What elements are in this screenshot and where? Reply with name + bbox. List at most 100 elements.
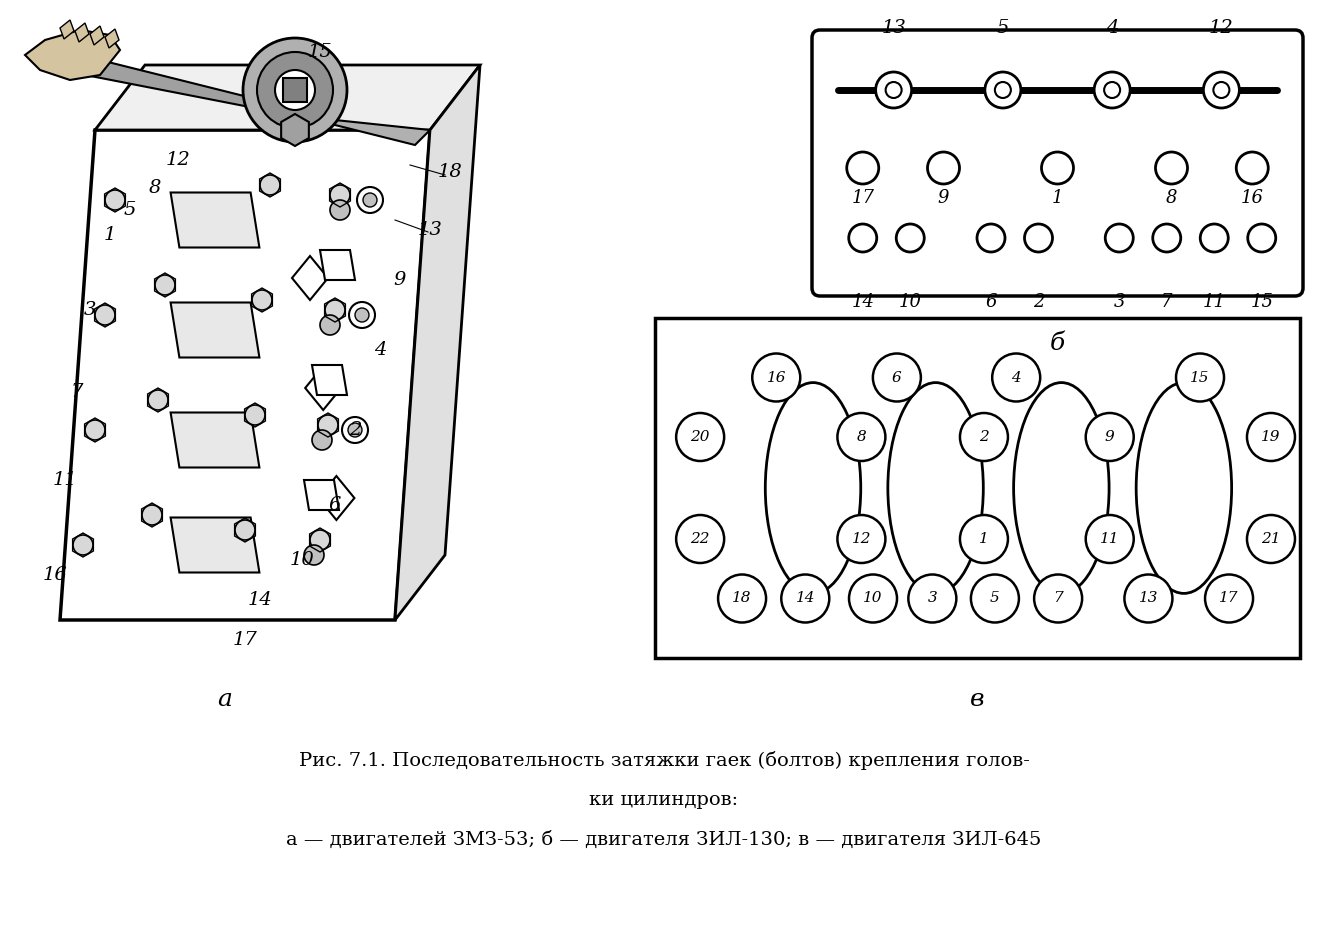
Text: а: а (218, 688, 233, 712)
Circle shape (142, 505, 162, 525)
Circle shape (837, 515, 885, 563)
Text: 8: 8 (149, 179, 161, 197)
Polygon shape (312, 365, 347, 395)
Text: 5: 5 (990, 591, 999, 605)
Text: 8: 8 (856, 430, 867, 444)
Text: 1: 1 (104, 226, 116, 244)
Text: 15: 15 (1251, 293, 1273, 311)
Circle shape (1203, 72, 1240, 108)
Circle shape (235, 520, 255, 540)
Text: 2: 2 (1033, 293, 1045, 311)
Ellipse shape (1136, 383, 1232, 593)
Circle shape (1124, 574, 1172, 622)
Circle shape (348, 423, 361, 437)
Text: 13: 13 (417, 221, 443, 239)
Polygon shape (94, 65, 480, 130)
Circle shape (310, 530, 330, 550)
Circle shape (971, 574, 1019, 622)
Circle shape (105, 190, 125, 210)
Ellipse shape (1014, 383, 1110, 593)
Circle shape (752, 353, 800, 402)
Text: 6: 6 (328, 496, 342, 514)
Circle shape (873, 353, 921, 402)
Polygon shape (45, 45, 264, 110)
Circle shape (318, 415, 338, 435)
Polygon shape (304, 480, 339, 510)
Circle shape (326, 300, 346, 320)
Circle shape (977, 224, 1005, 252)
Circle shape (1086, 515, 1134, 563)
Circle shape (885, 82, 901, 98)
Circle shape (1205, 574, 1253, 622)
Text: б: б (1050, 332, 1065, 355)
Circle shape (350, 302, 375, 328)
Text: 16: 16 (767, 371, 785, 385)
Text: 18: 18 (437, 163, 462, 181)
Text: 13: 13 (1139, 591, 1158, 605)
Text: 5: 5 (124, 201, 136, 219)
Circle shape (245, 405, 264, 425)
Circle shape (908, 574, 957, 622)
Text: 5: 5 (997, 19, 1009, 37)
Circle shape (275, 70, 315, 110)
Circle shape (1106, 224, 1134, 252)
Circle shape (260, 175, 280, 195)
Circle shape (330, 200, 350, 220)
Text: 12: 12 (166, 151, 190, 169)
Circle shape (985, 72, 1021, 108)
Circle shape (155, 275, 175, 295)
Circle shape (676, 515, 724, 563)
Polygon shape (282, 114, 308, 146)
Circle shape (1236, 152, 1268, 184)
Circle shape (896, 224, 924, 252)
Text: 14: 14 (247, 591, 272, 609)
Polygon shape (292, 256, 328, 300)
Polygon shape (319, 476, 355, 520)
Circle shape (1034, 574, 1082, 622)
Polygon shape (395, 65, 480, 620)
Text: 1: 1 (1051, 189, 1063, 207)
Circle shape (312, 430, 332, 450)
Circle shape (253, 290, 272, 310)
Circle shape (960, 413, 1007, 461)
Ellipse shape (888, 383, 983, 593)
Text: 21: 21 (1261, 532, 1281, 546)
Circle shape (330, 185, 350, 205)
Circle shape (1213, 82, 1229, 98)
Text: 3: 3 (84, 301, 96, 319)
Polygon shape (74, 23, 89, 42)
Ellipse shape (766, 383, 861, 593)
Text: 4: 4 (1011, 371, 1021, 385)
Polygon shape (170, 192, 259, 248)
Text: 9: 9 (1104, 430, 1115, 444)
Circle shape (358, 187, 383, 213)
Text: 9: 9 (938, 189, 949, 207)
Text: 9: 9 (393, 271, 407, 289)
Text: 10: 10 (290, 551, 315, 569)
Text: 4: 4 (1106, 19, 1118, 37)
Text: 6: 6 (985, 293, 997, 311)
Circle shape (1247, 413, 1294, 461)
Text: 11: 11 (53, 471, 77, 489)
Circle shape (355, 308, 369, 322)
Circle shape (1155, 152, 1188, 184)
Polygon shape (283, 78, 307, 102)
Circle shape (243, 38, 347, 142)
Text: 4: 4 (373, 341, 387, 359)
Circle shape (256, 52, 334, 128)
Polygon shape (306, 366, 342, 410)
Circle shape (1094, 72, 1130, 108)
Circle shape (849, 574, 897, 622)
Text: 12: 12 (1209, 19, 1233, 37)
Text: 2: 2 (348, 421, 361, 439)
Text: 8: 8 (1166, 189, 1177, 207)
Text: ки цилиндров:: ки цилиндров: (590, 791, 739, 809)
Text: 15: 15 (1191, 371, 1209, 385)
Circle shape (849, 224, 877, 252)
Polygon shape (315, 120, 431, 145)
Circle shape (1152, 224, 1180, 252)
Circle shape (1104, 82, 1120, 98)
Circle shape (876, 72, 912, 108)
Circle shape (995, 82, 1011, 98)
Circle shape (1025, 224, 1053, 252)
